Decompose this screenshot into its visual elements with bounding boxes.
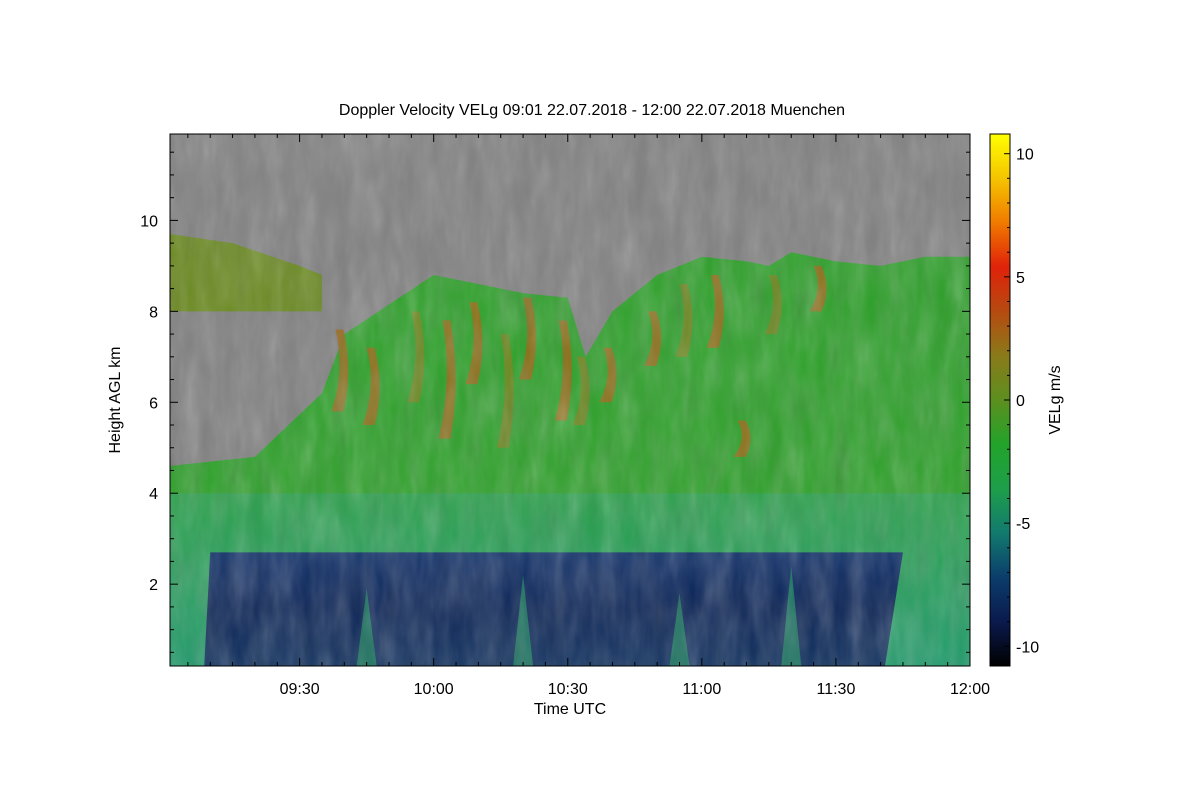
x-axis: 09:30 10:00 10:30 11:00 11:30 12:00 <box>187 134 990 698</box>
x-tick-label: 11:30 <box>816 681 855 698</box>
texture-overlay <box>170 134 970 666</box>
colorbar-tick-label: 0 <box>1016 393 1025 410</box>
y-tick-label: 6 <box>149 395 158 412</box>
chart-title: Doppler Velocity VELg 09:01 22.07.2018 -… <box>339 102 845 119</box>
plot-frame <box>169 133 971 667</box>
colorbar-label: VELg m/s <box>1047 365 1064 434</box>
y-axis-label: Height AGL km <box>107 346 124 453</box>
x-tick-label: 10:30 <box>548 681 588 698</box>
x-tick-label: 10:00 <box>414 681 454 698</box>
colorbar-tick-label: 10 <box>1016 147 1034 164</box>
plot-area <box>170 134 970 666</box>
x-tick-label: 09:30 <box>280 681 320 698</box>
x-tick-label: 11:00 <box>682 681 721 698</box>
colorbar: -10 -5 0 5 10 <box>989 133 1039 667</box>
y-tick-label: 2 <box>149 577 158 594</box>
colorbar-tick-label: -5 <box>1016 516 1030 533</box>
x-tick-label: 12:00 <box>950 681 990 698</box>
colorbar-tick-label: 5 <box>1016 270 1025 287</box>
y-axis: 2 4 6 8 10 <box>140 151 970 653</box>
x-axis-label: Time UTC <box>534 701 606 718</box>
colorbar-tick-label: -10 <box>1016 639 1039 656</box>
y-tick-label: 10 <box>140 213 158 230</box>
y-tick-label: 4 <box>149 486 158 503</box>
y-tick-label: 8 <box>149 304 158 321</box>
